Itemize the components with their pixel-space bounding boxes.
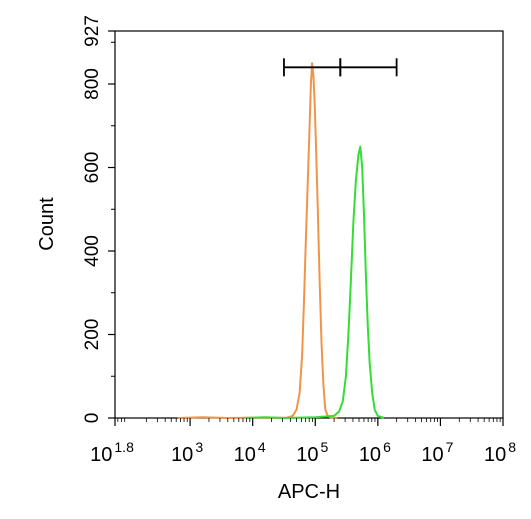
x-tick-base: 10 <box>421 444 443 466</box>
x-tick-exponent: 8 <box>508 439 516 455</box>
x-tick-exponent: 5 <box>320 439 328 455</box>
y-tick-label: 600 <box>82 152 103 184</box>
series-layer <box>177 62 385 419</box>
y-axis: 0 200 400 600 800 927 <box>82 15 115 423</box>
x-axis-title: APC-H <box>278 481 340 503</box>
x-tick-exponent: 6 <box>383 439 391 455</box>
x-tick-label: 10 3 <box>171 439 203 466</box>
gates-layer <box>283 58 398 77</box>
x-tick-label: 10 7 <box>421 439 453 466</box>
x-tick-label: 10 1.8 <box>90 439 134 466</box>
x-tick-exponent: 1.8 <box>114 439 134 455</box>
y-tick-label: 400 <box>82 235 103 267</box>
x-tick-exponent: 3 <box>195 439 203 455</box>
x-tick-exponent: 7 <box>446 439 454 455</box>
x-axis: 10 1.8 10 3 10 4 10 5 10 6 10 7 10 8 <box>90 418 516 466</box>
x-tick-label: 10 5 <box>296 439 328 466</box>
histogram-series-1 <box>177 62 338 419</box>
x-tick-base: 10 <box>484 444 506 466</box>
x-tick-base: 10 <box>234 444 256 466</box>
y-axis-title: Count <box>36 197 58 251</box>
y-tick-label: 0 <box>82 413 103 424</box>
x-tick-exponent: 4 <box>258 439 266 455</box>
x-tick-label: 10 4 <box>234 439 266 466</box>
y-tick-label: 200 <box>82 319 103 351</box>
x-tick-label: 10 8 <box>484 439 516 466</box>
y-tick-label: 927 <box>82 15 103 47</box>
y-tick-label: 800 <box>82 68 103 100</box>
x-tick-base: 10 <box>359 444 381 466</box>
x-tick-base: 10 <box>171 444 193 466</box>
plot-frame <box>114 30 504 419</box>
x-tick-base: 10 <box>296 444 318 466</box>
histogram-series-2 <box>246 145 385 419</box>
x-tick-base: 10 <box>90 444 112 466</box>
x-tick-label: 10 6 <box>359 439 391 466</box>
